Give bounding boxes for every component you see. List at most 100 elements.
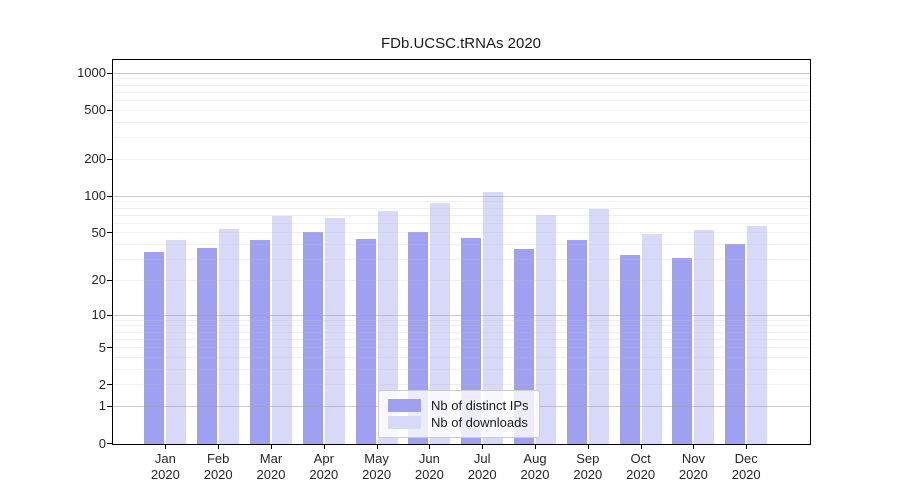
minor-gridline-600 [113, 100, 810, 102]
bar-downloads-may [377, 211, 398, 444]
x-tick-mark-aug [535, 445, 536, 449]
bar-distinct-ips-dec [725, 243, 746, 444]
legend-swatch-downloads [388, 416, 421, 429]
bar-downloads-jul [483, 191, 504, 444]
bar-downloads-oct [641, 234, 662, 444]
legend-label-distinct-ips: Nb of distinct IPs [431, 398, 529, 413]
bar-downloads-mar [272, 216, 292, 444]
bar-distinct-ips-feb [197, 247, 218, 444]
x-tick-mark-dec [746, 445, 748, 449]
bar-distinct-ips-apr [302, 232, 323, 444]
y-tick-mark-5 [107, 347, 113, 348]
y-tick-label-50: 50 [91, 224, 106, 240]
bar-distinct-ips-may [355, 238, 376, 444]
x-tick-label-jul: Jul 2020 [467, 451, 497, 482]
x-tick-mark-jan [165, 445, 167, 449]
x-tick-label-dec: Dec 2020 [731, 451, 761, 482]
x-tick-label-apr: Apr 2020 [309, 451, 339, 482]
y-tick-label-500: 500 [84, 102, 106, 118]
plot-area: Nb of distinct IPs Nb of downloads [112, 59, 811, 445]
bar-distinct-ips-mar [250, 240, 270, 444]
bar-distinct-ips-jan [144, 252, 165, 444]
bar-downloads-dec [747, 225, 768, 444]
y-tick-mark-1 [107, 405, 113, 407]
x-tick-mark-feb [218, 445, 220, 449]
minor-gridline-7 [113, 331, 810, 333]
minor-gridline-3 [113, 368, 810, 370]
minor-gridline-9 [113, 319, 810, 321]
major-gridline-100 [113, 195, 810, 197]
minor-gridline-6 [113, 338, 810, 340]
x-tick-label-sep: Sep 2020 [573, 451, 603, 482]
bar-downloads-feb [219, 229, 240, 444]
y-tick-mark-50 [107, 232, 113, 234]
x-tick-mark-oct [640, 445, 642, 449]
x-tick-mark-jul [482, 445, 484, 449]
y-tick-mark-0 [107, 443, 113, 444]
x-tick-mark-jun [429, 445, 431, 449]
x-tick-mark-nov [693, 445, 695, 449]
minor-gridline-20 [113, 279, 810, 281]
bar-downloads-apr [324, 217, 345, 444]
y-tick-mark-500 [107, 109, 113, 111]
x-tick-label-jun: Jun 2020 [414, 451, 444, 482]
bar-downloads-aug [536, 214, 556, 444]
legend-swatch-distinct-ips [388, 399, 421, 412]
minor-gridline-90 [113, 201, 810, 203]
minor-gridline-70 [113, 214, 810, 216]
y-tick-label-200: 200 [84, 151, 106, 167]
x-tick-mark-sep [587, 445, 589, 449]
y-tick-label-20: 20 [91, 272, 106, 288]
x-tick-label-aug: Aug 2020 [520, 451, 550, 482]
legend: Nb of distinct IPs Nb of downloads [378, 390, 540, 438]
bar-downloads-nov [694, 230, 715, 444]
minor-gridline-30 [113, 259, 810, 260]
y-tick-mark-1000 [107, 72, 113, 74]
minor-gridline-900 [113, 78, 810, 80]
bar-downloads-sep [588, 209, 609, 444]
minor-gridline-400 [113, 121, 810, 123]
chart-title: FDb.UCSC.tRNAs 2020 [380, 35, 542, 52]
minor-gridline-2 [113, 384, 810, 386]
x-tick-label-may: May 2020 [362, 451, 392, 482]
y-tick-label-2: 2 [98, 376, 106, 392]
y-tick-label-0: 0 [98, 435, 106, 451]
y-tick-label-1000: 1000 [77, 65, 106, 81]
bar-distinct-ips-sep [566, 240, 587, 444]
x-tick-label-nov: Nov 2020 [678, 451, 708, 482]
major-gridline-10 [113, 314, 810, 316]
minor-gridline-300 [113, 137, 810, 139]
y-tick-label-10: 10 [91, 307, 106, 322]
y-tick-mark-200 [107, 158, 113, 160]
minor-gridline-500 [113, 109, 810, 111]
minor-gridline-8 [113, 325, 810, 327]
x-tick-label-jan: Jan 2020 [150, 451, 180, 482]
bar-downloads-jan [166, 240, 187, 444]
minor-gridline-40 [113, 244, 810, 245]
x-tick-label-feb: Feb 2020 [203, 451, 233, 482]
legend-label-downloads: Nb of downloads [431, 415, 528, 430]
minor-gridline-800 [113, 84, 810, 86]
minor-gridline-700 [113, 91, 810, 93]
minor-gridline-200 [113, 158, 810, 160]
y-tick-label-1: 1 [98, 398, 106, 414]
minor-gridline-5 [113, 347, 810, 348]
x-tick-label-mar: Mar 2020 [256, 451, 286, 482]
y-tick-label-100: 100 [84, 188, 106, 204]
x-tick-mark-mar [271, 445, 272, 449]
y-tick-mark-100 [107, 195, 113, 197]
y-tick-label-5: 5 [98, 339, 106, 355]
minor-gridline-4 [113, 356, 810, 358]
bar-distinct-ips-oct [619, 255, 640, 444]
minor-gridline-60 [113, 222, 810, 224]
major-gridline-1000 [113, 72, 810, 74]
minor-gridline-80 [113, 207, 810, 209]
legend-item-distinct-ips: Nb of distinct IPs [388, 397, 529, 414]
x-tick-label-oct: Oct 2020 [626, 451, 656, 482]
x-tick-mark-apr [323, 445, 325, 449]
y-tick-mark-2 [107, 384, 113, 386]
legend-item-downloads: Nb of downloads [388, 414, 529, 431]
x-tick-mark-may [376, 445, 378, 449]
y-tick-mark-20 [107, 279, 113, 281]
